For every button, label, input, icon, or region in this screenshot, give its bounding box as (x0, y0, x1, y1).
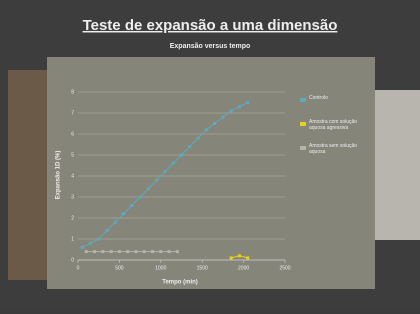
data-point (221, 116, 224, 119)
y-tick-label: 0 (71, 257, 74, 263)
data-point (159, 250, 162, 253)
data-point (93, 250, 96, 253)
y-tick-label: 8 (71, 89, 74, 95)
x-tick-label: 500 (115, 265, 124, 271)
photo-left (8, 70, 50, 280)
data-point (197, 137, 200, 140)
legend-entry: Amostra sem solução aquosa (309, 143, 369, 169)
legend-label: Controlo (309, 95, 369, 101)
data-point (118, 250, 121, 253)
data-point (101, 250, 104, 253)
legend-swatch (300, 122, 306, 126)
data-point (230, 109, 233, 112)
data-point (97, 238, 100, 241)
data-point (176, 250, 179, 253)
legend-swatch (300, 146, 306, 150)
data-point (168, 250, 171, 253)
data-point (230, 256, 233, 259)
data-point (105, 229, 108, 232)
data-point (163, 170, 166, 173)
chart-title: Expansão versus tempo (170, 43, 251, 50)
x-tick-label: 1000 (155, 265, 166, 271)
data-point (139, 196, 142, 199)
data-point (114, 221, 117, 224)
legend-label: Amostra sem solução aquosa (309, 143, 369, 155)
y-tick-label: 5 (71, 152, 74, 158)
data-point (172, 162, 175, 165)
data-point (110, 250, 113, 253)
y-tick-label: 1 (71, 236, 74, 242)
legend-entry: Controlo (309, 95, 369, 121)
data-point (89, 242, 92, 245)
data-point (85, 250, 88, 253)
photo-right (372, 90, 420, 240)
data-point (188, 145, 191, 148)
data-point (246, 101, 249, 104)
data-point (134, 250, 137, 253)
y-tick-label: 3 (71, 194, 74, 200)
data-point (147, 187, 150, 190)
page: Teste de expansão a uma dimensão Expansã… (0, 0, 420, 309)
x-tick-label: 2000 (238, 265, 249, 271)
data-point (126, 250, 129, 253)
data-point (238, 254, 241, 257)
data-point (238, 105, 241, 108)
x-tick-label: 0 (77, 265, 80, 271)
legend-swatch (300, 98, 306, 102)
y-tick-label: 7 (71, 110, 74, 116)
y-axis-label: Expansão 1D (%) (56, 151, 62, 200)
x-axis-label: Tempo (min) (162, 280, 198, 286)
y-tick-label: 4 (71, 173, 74, 179)
data-point (205, 128, 208, 131)
data-point (81, 246, 84, 249)
data-point (151, 250, 154, 253)
data-point (246, 256, 249, 259)
data-point (155, 179, 158, 182)
y-tick-label: 2 (71, 215, 74, 221)
legend-entry: Amostra com solução aquosa agressiva (309, 119, 369, 145)
data-point (180, 154, 183, 157)
y-tick-label: 6 (71, 131, 74, 137)
data-point (213, 122, 216, 125)
x-tick-label: 1500 (197, 265, 208, 271)
slide: Teste de expansão a uma dimensão Expansã… (0, 0, 420, 309)
data-point (122, 212, 125, 215)
slide-title: Teste de expansão a uma dimensão (83, 17, 338, 34)
data-point (130, 204, 133, 207)
legend-label: Amostra com solução aquosa agressiva (309, 119, 369, 131)
data-point (143, 250, 146, 253)
x-tick-label: 2500 (279, 265, 290, 271)
